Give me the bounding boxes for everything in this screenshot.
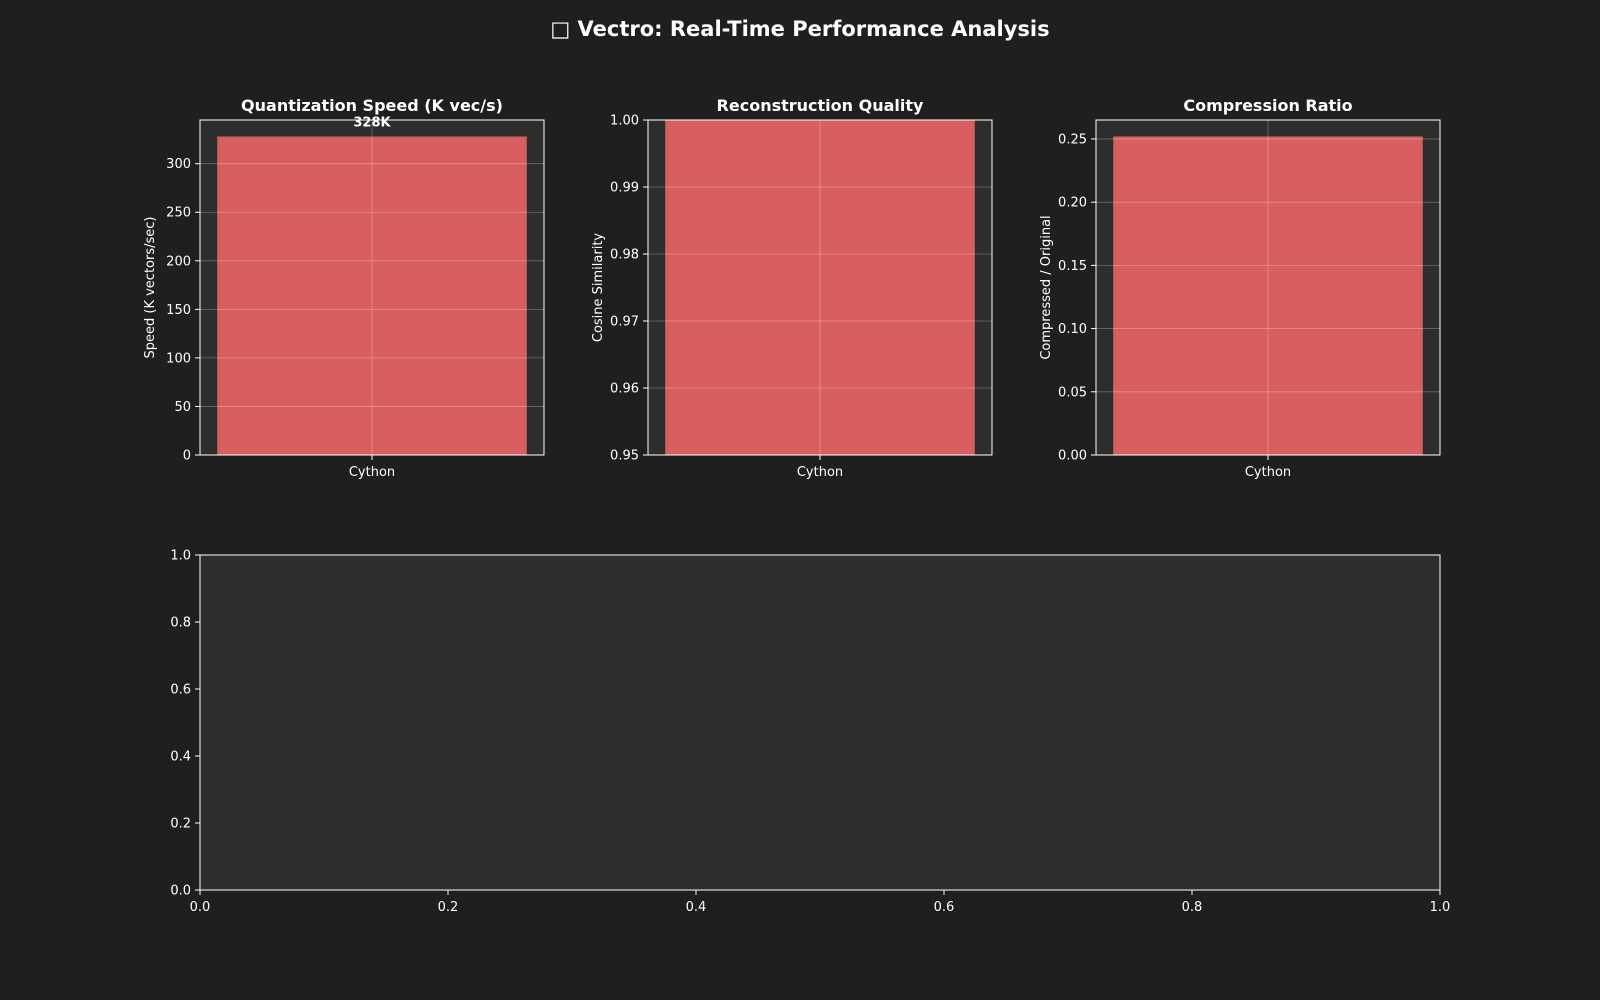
panel-title: Quantization Speed (K vec/s) [241, 96, 503, 115]
y-tick-label: 0.96 [610, 382, 639, 397]
x-tick-label: 0.6 [934, 900, 955, 915]
x-tick-label: Cython [797, 465, 843, 480]
panel-title: Reconstruction Quality [717, 96, 924, 115]
axes-frame [647, 119, 993, 456]
plot-area [200, 555, 1440, 890]
x-tick-label: 1.0 [1430, 900, 1451, 915]
y-tick-label: 0.2 [170, 817, 191, 832]
x-tick-label: 0.8 [1182, 900, 1203, 915]
y-tick-label: 0.15 [1058, 259, 1087, 274]
chart-panel-4: 0.0 0.2 0.4 0.6 0.8 1.0 0.0 0.2 0.4 0.6 0.8 1.0 [170, 549, 1450, 916]
y-tick-label: 0 [183, 449, 191, 464]
y-tick-label: 0.97 [610, 315, 639, 330]
y-tick-label: 0.8 [170, 616, 191, 631]
y-tick-label: 1.0 [170, 549, 191, 564]
y-axis-label: Compressed / Original [1039, 215, 1054, 359]
bar [1113, 136, 1423, 455]
y-tick-label: 0.25 [1058, 132, 1087, 147]
x-tick-label: Cython [349, 465, 395, 480]
bar [665, 120, 975, 455]
y-axis-label: Speed (K vectors/sec) [143, 217, 158, 359]
chart-panel-1: Cython 328K 0 50 100 150 200 250 300 Quantization… [143, 96, 545, 480]
y-tick-label: 150 [166, 303, 191, 318]
figure-title: □ Vectro: Real-Time Performance Analysis [550, 17, 1049, 41]
y-tick-label: 0.6 [170, 683, 191, 698]
y-tick-label: 200 [166, 254, 191, 269]
y-tick-label: 0.05 [1058, 385, 1087, 400]
chart-panels: Cython 328K 0 50 100 150 200 250 300 Quantization… [143, 96, 1450, 915]
chart-panel-2: Cython 0.95 0.96 0.97 0.98 0.99 1.00 Reconstruc… [591, 96, 993, 480]
y-tick-label: 0.20 [1058, 196, 1087, 211]
y-tick-label: 0.0 [170, 884, 191, 899]
y-tick-label: 0.4 [170, 750, 191, 765]
chart-panel-3: Cython 0.00 0.05 0.10 0.15 0.20 0.25 Compressio… [1039, 96, 1441, 480]
x-tick-label: 0.2 [438, 900, 459, 915]
x-tick-label: Cython [1245, 465, 1291, 480]
y-tick-label: 1.00 [610, 114, 639, 129]
panel-title: Compression Ratio [1183, 96, 1352, 115]
y-tick-label: 0.98 [610, 248, 639, 263]
bar [217, 136, 527, 455]
x-tick-label: 0.0 [190, 900, 211, 915]
y-tick-label: 0.10 [1058, 322, 1087, 337]
y-tick-label: 100 [166, 351, 191, 366]
data-label: 328K [353, 116, 391, 131]
axes-frame [1095, 119, 1441, 456]
y-tick-label: 250 [166, 206, 191, 221]
axes-frame [199, 554, 1441, 891]
y-tick-label: 50 [174, 400, 191, 415]
axes-frame [199, 119, 545, 456]
y-tick-label: 0.95 [610, 449, 639, 464]
x-tick-label: 0.4 [686, 900, 707, 915]
y-tick-label: 300 [166, 157, 191, 172]
y-tick-label: 0.00 [1058, 449, 1087, 464]
y-tick-label: 0.99 [610, 181, 639, 196]
y-axis-label: Cosine Similarity [591, 233, 606, 343]
